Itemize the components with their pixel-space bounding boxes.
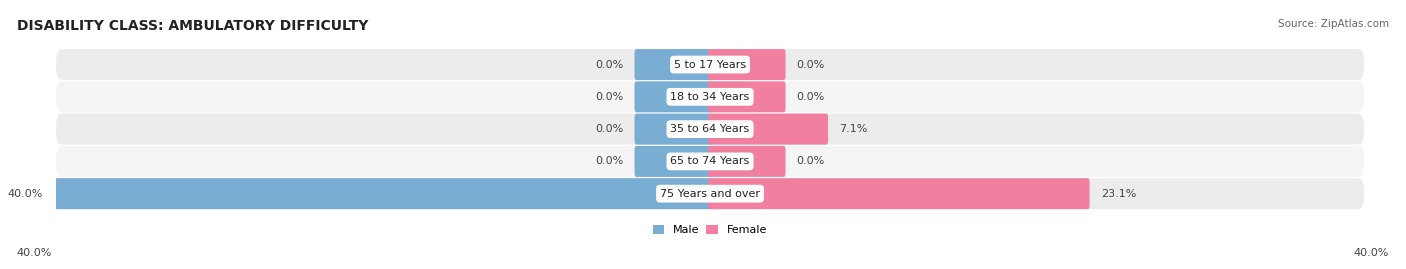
Text: 65 to 74 Years: 65 to 74 Years xyxy=(671,156,749,167)
Text: 75 Years and over: 75 Years and over xyxy=(659,189,761,199)
Legend: Male, Female: Male, Female xyxy=(648,221,772,240)
FancyBboxPatch shape xyxy=(56,178,1364,209)
Text: 23.1%: 23.1% xyxy=(1101,189,1136,199)
Text: 40.0%: 40.0% xyxy=(8,189,44,199)
FancyBboxPatch shape xyxy=(56,114,1364,145)
FancyBboxPatch shape xyxy=(55,178,711,209)
Text: 40.0%: 40.0% xyxy=(17,248,52,258)
Text: 5 to 17 Years: 5 to 17 Years xyxy=(673,59,747,70)
FancyBboxPatch shape xyxy=(709,114,828,145)
Text: 40.0%: 40.0% xyxy=(1354,248,1389,258)
Text: 0.0%: 0.0% xyxy=(797,92,825,102)
FancyBboxPatch shape xyxy=(634,146,711,177)
Text: 0.0%: 0.0% xyxy=(595,156,623,167)
Text: 0.0%: 0.0% xyxy=(797,59,825,70)
FancyBboxPatch shape xyxy=(709,178,1090,209)
Text: 0.0%: 0.0% xyxy=(797,156,825,167)
FancyBboxPatch shape xyxy=(634,81,711,112)
FancyBboxPatch shape xyxy=(634,49,711,80)
FancyBboxPatch shape xyxy=(709,49,786,80)
FancyBboxPatch shape xyxy=(56,49,1364,80)
Text: Source: ZipAtlas.com: Source: ZipAtlas.com xyxy=(1278,19,1389,29)
Text: 0.0%: 0.0% xyxy=(595,92,623,102)
Text: DISABILITY CLASS: AMBULATORY DIFFICULTY: DISABILITY CLASS: AMBULATORY DIFFICULTY xyxy=(17,19,368,33)
FancyBboxPatch shape xyxy=(56,146,1364,177)
FancyBboxPatch shape xyxy=(709,81,786,112)
Text: 18 to 34 Years: 18 to 34 Years xyxy=(671,92,749,102)
Text: 7.1%: 7.1% xyxy=(839,124,868,134)
FancyBboxPatch shape xyxy=(56,81,1364,112)
Text: 0.0%: 0.0% xyxy=(595,124,623,134)
Text: 0.0%: 0.0% xyxy=(595,59,623,70)
Text: 35 to 64 Years: 35 to 64 Years xyxy=(671,124,749,134)
FancyBboxPatch shape xyxy=(634,114,711,145)
FancyBboxPatch shape xyxy=(709,146,786,177)
